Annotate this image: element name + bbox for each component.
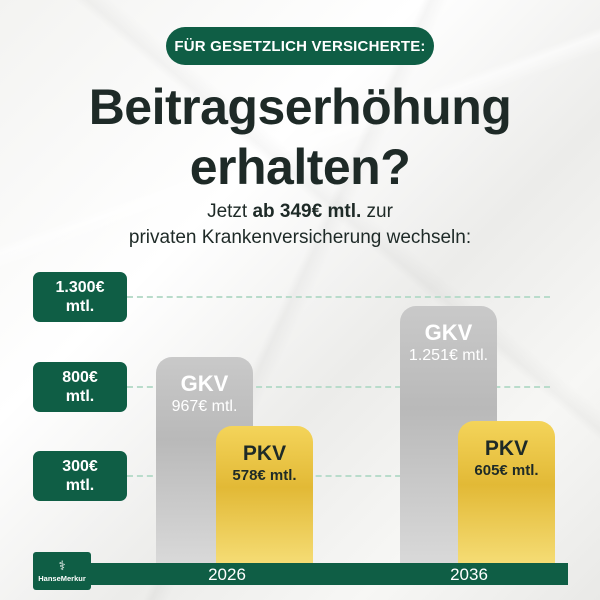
bar-series-label: PKV — [484, 437, 529, 461]
gridline-2 — [127, 475, 550, 477]
x-axis-bar — [33, 563, 568, 585]
brand-name: HanseMerkur — [38, 574, 86, 583]
subheadline-text-a: Jetzt — [207, 201, 253, 222]
y-tick-label: 1.300€ mtl. — [33, 272, 127, 322]
x-tick-label: 2026 — [208, 565, 246, 584]
bar-series-label: GKV — [424, 319, 473, 345]
target-group-label: FÜR GESETZLICH VERSICHERTE: — [174, 37, 426, 55]
y-tick-unit: mtl. — [65, 477, 95, 494]
bar-value-label: 578€ mtl. — [232, 467, 297, 485]
y-tick-label: 800€ mtl. — [33, 361, 127, 412]
bar-pkv-2026: PKV 578€ mtl. — [216, 426, 313, 563]
y-tick-unit: mtl. — [65, 387, 95, 405]
subheadline-text-b: zur — [361, 201, 393, 222]
y-tick-value: 1.300€ — [55, 279, 105, 296]
subheadline-line-2: privaten Krankenversicherung wechseln: — [128, 227, 472, 248]
hansemerkur-logo-icon: ⚕ — [58, 558, 66, 573]
bar-value-label: 605€ mtl. — [474, 462, 539, 480]
y-tick-unit: mtl. — [65, 298, 95, 315]
y-tick-label: 300€ mtl. — [33, 451, 127, 501]
target-group-badge: FÜR GESETZLICH VERSICHERTE: — [166, 27, 434, 65]
bar-value-label: 967€ mtl. — [171, 397, 238, 415]
subheadline-line-1: Jetzt ab 349€ mtl. zur — [0, 201, 600, 223]
bar-pkv-2036: PKV 605€ mtl. — [458, 421, 555, 563]
headline-line-2: erhalten? — [189, 139, 411, 195]
bar-series-label: PKV — [242, 442, 287, 466]
y-tick-value: 800€ — [62, 368, 98, 386]
bar-series-label: GKV — [180, 370, 229, 396]
gridline-0 — [127, 296, 550, 298]
headline-line-1: Beitragserhöhung — [88, 79, 512, 135]
x-tick-label: 2036 — [450, 565, 488, 584]
gridline-1 — [127, 385, 550, 388]
y-tick-value: 300€ — [62, 458, 98, 475]
subheadline-price: ab 349€ mtl. — [252, 201, 362, 222]
brand-logo: ⚕ HanseMerkur — [33, 552, 91, 590]
bar-value-label: 1.251€ mtl. — [408, 346, 489, 364]
